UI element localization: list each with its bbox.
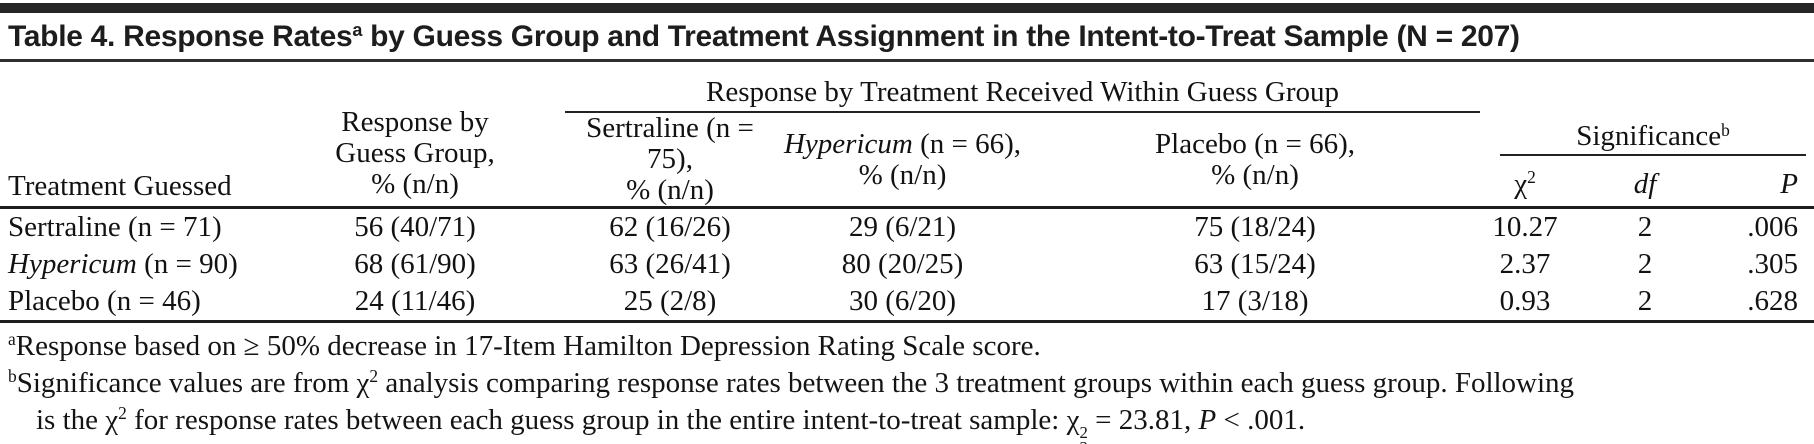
table-row-sertraline-guess: Sertraline (n = 71) 56 (40/71) 62 (16/26…: [0, 208, 1814, 246]
significance-footnote-marker: b: [1721, 119, 1730, 140]
col-header-df: df: [1570, 156, 1721, 210]
title-divider-rule: [0, 59, 1814, 62]
cell-hypericum: 30 (6/20): [775, 283, 1030, 323]
col-header-treatment-guessed: Treatment Guessed: [0, 62, 265, 209]
footnote-b-marker: b: [8, 366, 17, 387]
cell-sertraline: 63 (26/41): [609, 248, 731, 280]
col-header-p: P: [1720, 156, 1814, 210]
cell-sertraline: 25 (2/8): [565, 283, 775, 323]
row-label: Hypericum (n = 90): [8, 248, 238, 280]
col-header-chi-squared: χ2: [1480, 156, 1571, 210]
table-row-placebo-guess: Placebo (n = 46) 24 (11/46) 25 (2/8) 30 …: [0, 283, 1814, 323]
cell-placebo: 75 (18/24): [1194, 210, 1316, 243]
cell-p: .305: [1747, 248, 1799, 280]
response-rates-table: Treatment Guessed Response by Guess Grou…: [0, 62, 1814, 323]
cell-placebo: 63 (15/24): [1194, 248, 1316, 280]
cell-chi-squared: 10.27: [1492, 210, 1558, 243]
table-row-hypericum-guess: Hypericum (n = 90) 68 (61/90) 63 (26/41)…: [0, 246, 1814, 284]
cell-df: 2: [1637, 210, 1653, 243]
footnote-a: aResponse based on ≥ 50% decrease in 17-…: [8, 329, 1041, 362]
cell-hypericum: 80 (20/25): [841, 248, 964, 280]
table-title-text-after: by Guess Group and Treatment Assignment …: [362, 20, 1520, 53]
cell-response-guess-group: 24 (11/46): [265, 283, 565, 323]
table-title-text: Table 4. Response Rates: [8, 20, 353, 53]
table-title: Table 4. Response Ratesa by Guess Group …: [0, 13, 1814, 59]
cell-sertraline: 62 (16/26): [609, 210, 731, 243]
row-label: Placebo (n = 46): [0, 283, 265, 323]
header-spacer: [1480, 62, 1814, 112]
cell-chi-squared: 2.37: [1499, 248, 1551, 280]
col-header-response-by-guess-group: Response by Guess Group, % (n/n): [265, 62, 565, 209]
table-footnotes: aResponse based on ≥ 50% decrease in 17-…: [0, 323, 1814, 444]
row-label: Sertraline (n = 71): [8, 210, 222, 243]
footnote-b-line2: is the χ2 for response rates between eac…: [8, 402, 1804, 444]
cell-response-guess-group: 56 (40/71): [354, 210, 476, 243]
top-black-bar: [0, 3, 1814, 13]
table-body: Sertraline (n = 71) 56 (40/71) 62 (16/26…: [0, 208, 1814, 323]
cell-p: .006: [1747, 210, 1799, 243]
cell-placebo: 17 (3/18): [1030, 283, 1481, 323]
footnote-a-marker: a: [8, 329, 16, 350]
col-header-sertraline: Sertraline (n = 75), % (n/n): [565, 112, 775, 209]
col-header-placebo: Placebo (n = 66), % (n/n): [1030, 112, 1481, 209]
table-header: Treatment Guessed Response by Guess Grou…: [0, 62, 1814, 210]
cell-df: 2: [1570, 283, 1721, 323]
cell-df: 2: [1637, 248, 1653, 280]
cell-chi-squared: 0.93: [1480, 283, 1571, 323]
table-title-footnote-marker: a: [352, 20, 363, 41]
chi-squared-sub-2: 22: [1079, 423, 1088, 444]
cell-response-guess-group: 68 (61/90): [354, 248, 476, 280]
cell-p: .628: [1720, 283, 1814, 323]
spanner-response-by-treatment-received: Response by Treatment Received Within Gu…: [565, 62, 1481, 113]
cell-hypericum: 29 (6/21): [848, 210, 957, 243]
spanner-significance: Significanceb: [1480, 112, 1814, 157]
footnote-b-line1: bSignificance values are from χ2 analysi…: [8, 366, 1575, 399]
col-header-hypericum: Hypericum (n = 66), % (n/n): [775, 112, 1030, 209]
